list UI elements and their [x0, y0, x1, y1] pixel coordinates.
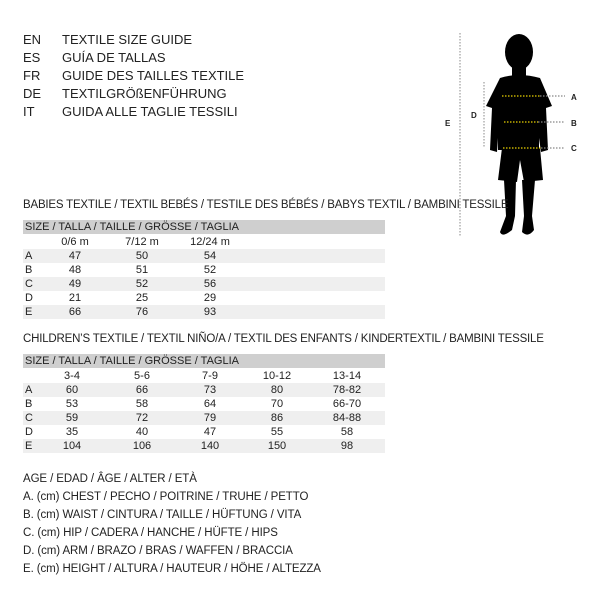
table-cell: 70 [270, 398, 284, 410]
table-cell: 73 [203, 384, 217, 396]
silhouette [486, 34, 552, 235]
language-code: DE [23, 86, 42, 101]
children-heading: CHILDREN’S TEXTILE / TEXTIL NIÑO/A / TEX… [23, 333, 544, 345]
label-c: C [571, 144, 577, 153]
language-code: IT [23, 104, 35, 119]
children-size-header: SIZE / TALLA / TAILLE / GRÖSSE / TAGLIA [23, 354, 385, 368]
child-silhouette-figure: A B C D E [445, 33, 577, 236]
table-cell: 93 [203, 306, 217, 318]
legend-item: A. (cm) CHEST / PECHO / POITRINE / TRUHE… [23, 491, 309, 503]
table-cell: 58 [340, 426, 354, 438]
table-cell: 64 [203, 398, 217, 410]
row-label: E [25, 440, 33, 452]
row-label: A [25, 250, 33, 262]
language-code: FR [23, 68, 41, 83]
table-cell: 98 [340, 440, 354, 452]
table-cell: 58 [135, 398, 149, 410]
legend-item: B. (cm) WAIST / CINTURA / TAILLE / HÜFTU… [23, 509, 302, 521]
table-cell: 51 [135, 264, 149, 276]
table-cell: 40 [135, 426, 149, 438]
table-cell: 104 [62, 440, 82, 452]
table-cell: 52 [203, 264, 217, 276]
row-label: B [25, 264, 33, 276]
legend-item: E. (cm) HEIGHT / ALTURA / HAUTEUR / HÖHE… [23, 563, 321, 575]
table-cell: 140 [200, 440, 220, 452]
row-label: C [25, 278, 33, 290]
table-cell: 35 [65, 426, 79, 438]
language-title: TEXTILE SIZE GUIDE [62, 32, 193, 47]
babies-heading: BABIES TEXTILE / TEXTIL BEBÉS / TESTILE … [23, 199, 509, 211]
column-header: 7-9 [202, 370, 218, 382]
table-row: D 21 25 29 [23, 291, 385, 305]
language-title: GUIDE DES TAILLES TEXTILE [62, 68, 245, 83]
column-header: 7/12 m [125, 236, 159, 248]
table-cell: 66-70 [332, 398, 362, 410]
row-label: E [25, 306, 33, 318]
table-cell: 49 [68, 278, 82, 290]
table-cell: 76 [135, 306, 149, 318]
table-cell: 25 [135, 292, 149, 304]
table-row: B 53 58 64 70 66-70 [23, 397, 385, 411]
table-row: E 66 76 93 [23, 305, 385, 319]
legend-item: D. (cm) ARM / BRAZO / BRAS / WAFFEN / BR… [23, 545, 293, 557]
table-cell: 47 [203, 426, 217, 438]
legend-item: C. (cm) HIP / CADERA / HANCHE / HÜFTE / … [23, 527, 278, 539]
column-header: 13-14 [332, 370, 362, 382]
column-header: 10-12 [262, 370, 292, 382]
table-cell: 53 [65, 398, 79, 410]
table-cell: 66 [68, 306, 82, 318]
table-cell: 21 [68, 292, 82, 304]
table-cell: 47 [68, 250, 82, 262]
column-header-row: 0/6 m 7/12 m 12/24 m [23, 235, 385, 249]
label-d: D [471, 111, 477, 120]
label-e: E [445, 119, 451, 128]
table-cell: 80 [270, 384, 284, 396]
column-header: 12/24 m [190, 236, 230, 248]
table-cell: 55 [270, 426, 284, 438]
babies-size-header: SIZE / TALLA / TAILLE / GRÖSSE / TAGLIA [23, 220, 385, 234]
column-header: 0/6 m [61, 236, 89, 248]
table-row: C 59 72 79 86 84-88 [23, 411, 385, 425]
table-row: C 49 52 56 [23, 277, 385, 291]
table-cell: 106 [132, 440, 152, 452]
column-header-row: 3-4 5-6 7-9 10-12 13-14 [23, 369, 385, 383]
language-title: GUIDA ALLE TAGLIE TESSILI [62, 104, 238, 119]
table-cell: 60 [65, 384, 79, 396]
column-header: 5-6 [134, 370, 150, 382]
table-cell: 79 [203, 412, 217, 424]
language-code: ES [23, 50, 41, 65]
table-row: E 104 106 140 150 98 [23, 439, 385, 453]
legend-item: AGE / EDAD / ÂGE / ALTER / ETÀ [23, 473, 197, 485]
table-cell: 48 [68, 264, 82, 276]
table-cell: 59 [65, 412, 79, 424]
table-row: B 48 51 52 [23, 263, 385, 277]
table-cell: 54 [203, 250, 217, 262]
label-a: A [571, 93, 577, 102]
row-label: B [25, 398, 33, 410]
language-title: GUÍA DE TALLAS [62, 50, 166, 65]
language-title: TEXTILGRÖßENFÜHRUNG [62, 86, 227, 101]
row-label: D [25, 426, 33, 438]
table-cell: 52 [135, 278, 149, 290]
table-cell: 66 [135, 384, 149, 396]
table-cell: 29 [203, 292, 217, 304]
table-cell: 86 [270, 412, 284, 424]
table-cell: 84-88 [332, 412, 362, 424]
table-cell: 78-82 [332, 384, 362, 396]
table-cell: 72 [135, 412, 149, 424]
table-cell: 50 [135, 250, 149, 262]
column-header: 3-4 [64, 370, 80, 382]
label-b: B [571, 119, 577, 128]
table-row: A 47 50 54 [23, 249, 385, 263]
table-cell: 56 [203, 278, 217, 290]
table-row: D 35 40 47 55 58 [23, 425, 385, 439]
table-cell: 150 [267, 440, 287, 452]
row-label: C [25, 412, 33, 424]
row-label: A [25, 384, 33, 396]
language-code: EN [23, 32, 42, 47]
table-row: A 60 66 73 80 78-82 [23, 383, 385, 397]
row-label: D [25, 292, 33, 304]
